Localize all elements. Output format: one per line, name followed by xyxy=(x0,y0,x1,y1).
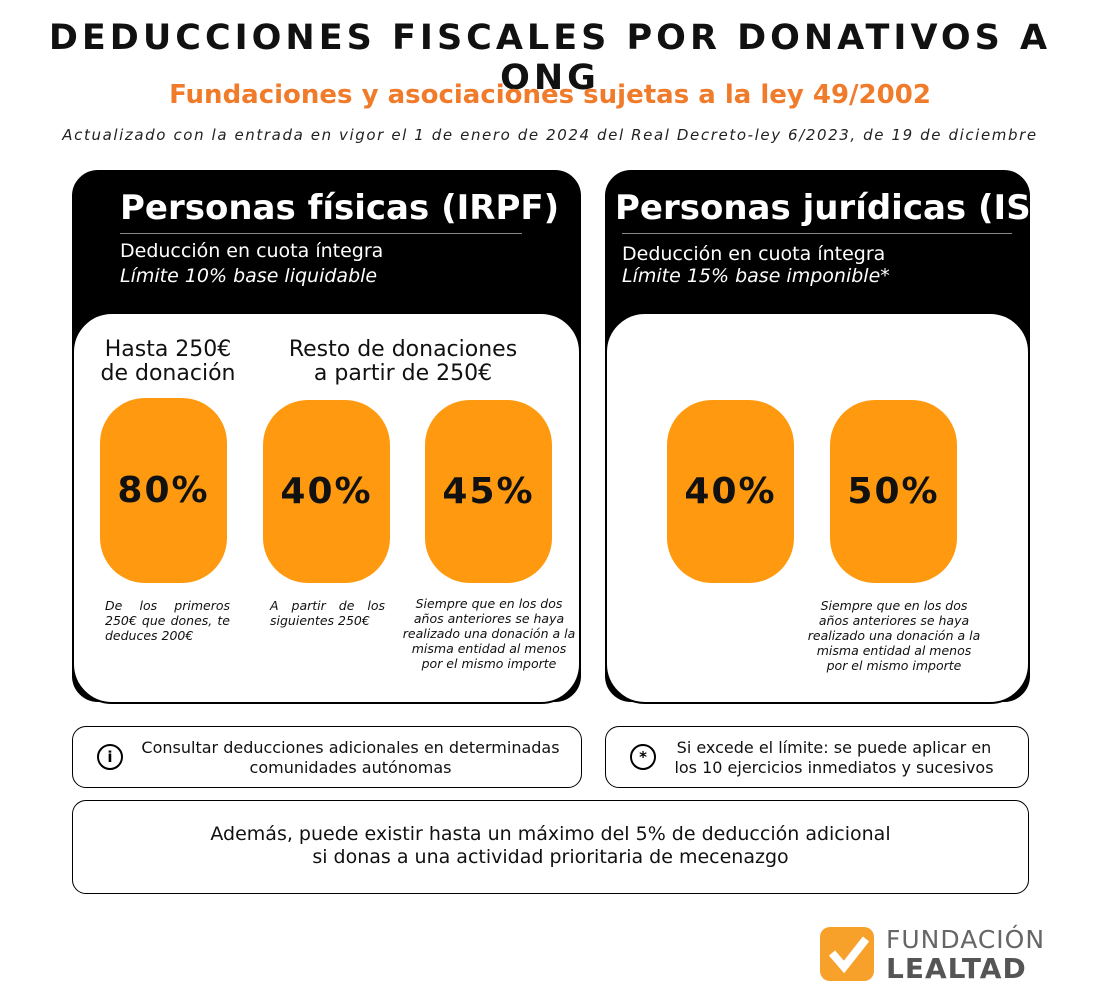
title: DEDUCCIONES FISCALES POR DONATIVOS A ONG xyxy=(48,18,1052,98)
info-icon: i xyxy=(97,744,123,770)
group-label: Hasta 250€ de donación xyxy=(80,338,256,386)
line: Resto de donaciones xyxy=(288,337,518,362)
footer-text: Además, puede existir hasta un máximo de… xyxy=(73,823,1028,869)
divider xyxy=(622,233,1012,234)
logo-mark xyxy=(820,927,874,981)
note-text: Si excede el límite: se puede aplicar en… xyxy=(674,738,994,777)
card-title: Personas jurídicas (IS) xyxy=(615,188,1047,228)
rate-pill: 40% xyxy=(263,400,390,583)
rate-pill: 45% xyxy=(425,400,552,583)
update-note: Actualizado con la entrada en vigor el 1… xyxy=(62,126,1038,144)
line: a partir de 250€ xyxy=(313,361,493,386)
divider xyxy=(120,233,522,234)
rate-note: De los primeros 250€ que dones, te deduc… xyxy=(105,598,230,643)
rate-note: A partir de los siguientes 250€ xyxy=(270,598,385,628)
card-line: Límite 10% base liquidable xyxy=(120,265,378,287)
rate-note: Siempre que en los dos años anteriores s… xyxy=(807,598,981,673)
group-label: Resto de donaciones a partir de 250€ xyxy=(263,338,543,386)
card-line: Límite 15% base imponible* xyxy=(622,265,890,287)
card-line: Deducción en cuota íntegra xyxy=(622,243,886,265)
logo-text: LEALTAD xyxy=(886,952,1027,985)
rate-pill: 40% xyxy=(667,400,794,583)
rate-pill: 80% xyxy=(100,398,227,583)
card-line: Deducción en cuota íntegra xyxy=(120,240,384,262)
card-title: Personas físicas (IRPF) xyxy=(120,188,560,228)
note-box: * Si excede el límite: se puede aplicar … xyxy=(605,726,1029,788)
card-is xyxy=(605,170,1030,704)
rate-note: Siempre que en los dos años anteriores s… xyxy=(402,596,576,671)
logo-text: FUNDACIÓN xyxy=(886,925,1046,954)
line: Hasta 250€ xyxy=(104,337,232,362)
line: de donación xyxy=(100,361,236,386)
rate-pill: 50% xyxy=(830,400,957,583)
line: si donas a una actividad prioritaria de … xyxy=(312,846,789,868)
asterisk-icon: * xyxy=(630,744,656,770)
note-box: i Consultar deducciones adicionales en d… xyxy=(72,726,582,788)
line: Además, puede existir hasta un máximo de… xyxy=(210,823,891,845)
note-text: Consultar deducciones adicionales en det… xyxy=(141,738,560,777)
subtitle: Fundaciones y asociaciones sujetas a la … xyxy=(169,80,931,110)
footer-box: Además, puede existir hasta un máximo de… xyxy=(72,800,1029,894)
